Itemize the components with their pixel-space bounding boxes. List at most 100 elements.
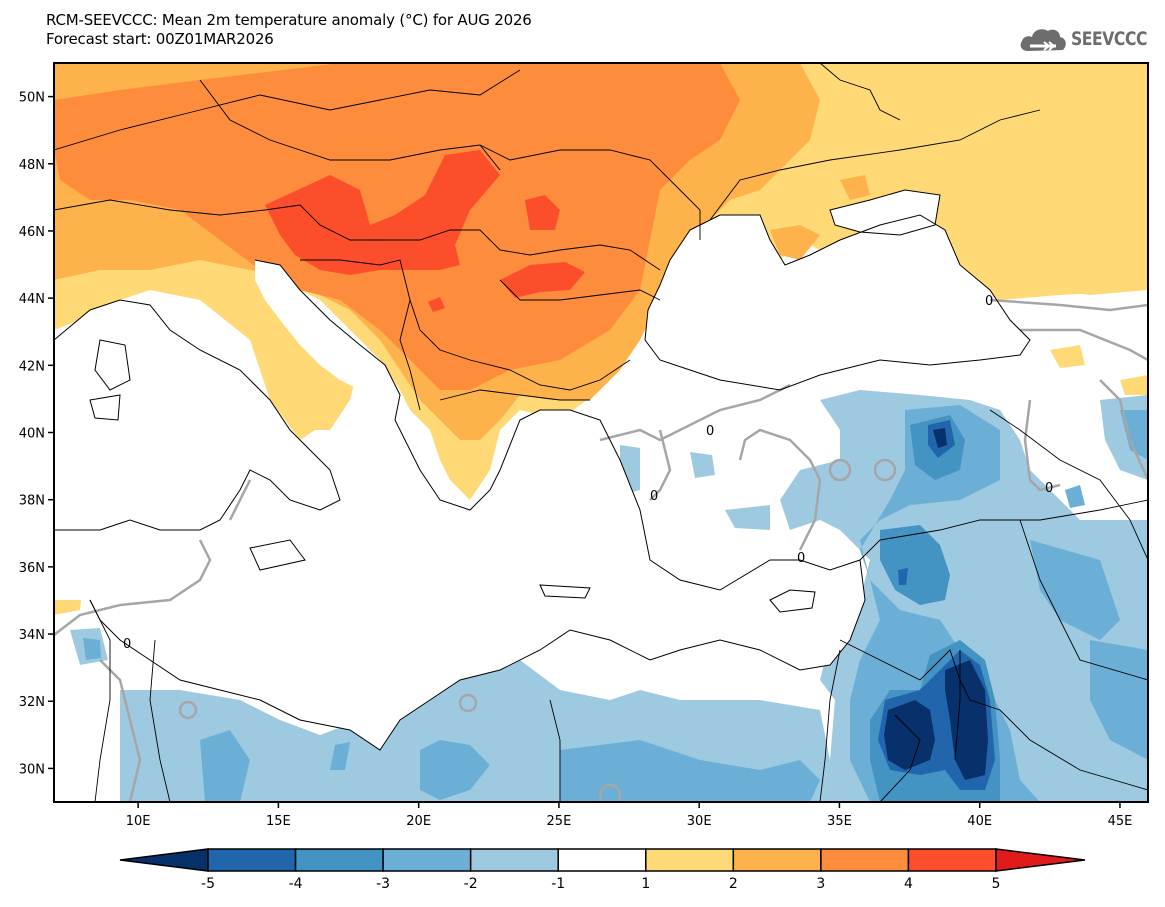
seevccc-logo: SEEVCCC	[1018, 24, 1164, 54]
chart-title: RCM-SEEVCCC: Mean 2m temperature anomaly…	[46, 11, 532, 49]
colorbar-label: -5	[201, 876, 215, 892]
border	[199, 79, 501, 171]
colorbar-label: -4	[289, 876, 303, 892]
country-borders	[54, 63, 1148, 802]
lon-tick-label: 15E	[266, 814, 291, 829]
anomaly-fill-minus2-libya	[83, 638, 820, 802]
anomaly-fill-plus2-crimea	[770, 175, 870, 260]
zero-contour-line	[738, 428, 822, 551]
border	[439, 349, 631, 391]
border	[499, 279, 661, 301]
coastline-balkans-west	[254, 259, 401, 421]
border-egypt-israel	[819, 649, 841, 802]
colorbar-label: -3	[376, 876, 390, 892]
lat-tick-label: 32N	[19, 695, 45, 710]
lon-tick-label: 30E	[687, 814, 712, 829]
contour-label: 0	[1045, 481, 1053, 496]
colorbar-label: 5	[992, 876, 1001, 892]
colorbar-bin	[645, 848, 735, 872]
lat-tick-label: 34N	[19, 628, 45, 643]
contour-label: 0	[706, 424, 714, 439]
coastline-crete	[539, 584, 591, 599]
border-syria-iraq	[1019, 519, 1148, 681]
border	[395, 229, 661, 271]
lat-tick-label: 36N	[19, 561, 45, 576]
colorbar-label: 4	[904, 876, 913, 892]
lat-tick-label: 50N	[19, 91, 45, 106]
zero-contour-line	[1099, 379, 1148, 481]
lat-tick-label: 42N	[19, 359, 45, 374]
ionian-aegean-sea	[54, 410, 865, 750]
contour-label: 0	[650, 489, 658, 504]
zero-contour-loop	[873, 458, 897, 482]
colorbar-label: -2	[464, 876, 478, 892]
colorbar-bin	[907, 848, 997, 872]
zero-contour-line	[228, 479, 252, 521]
black-sea	[645, 215, 1030, 390]
colorbar-bin	[557, 848, 647, 872]
colorbar-label: 3	[816, 876, 825, 892]
zero-contour-line	[1023, 399, 1061, 492]
colorbar-extend-high	[995, 848, 1086, 872]
border	[399, 299, 421, 411]
zero-contour-line	[989, 298, 1148, 312]
contour-label: 0	[985, 294, 993, 309]
colorbar-bin	[294, 848, 384, 872]
border-tunisia-libya	[149, 639, 171, 802]
border-turkey-syria	[859, 499, 1148, 561]
border-ukraine-russia	[709, 109, 1041, 221]
anomaly-fill-plus4-pannonian	[265, 150, 500, 275]
coastline-greece-turkey	[394, 409, 861, 591]
lon-tick-label: 20E	[406, 814, 431, 829]
lat-tick-label: 44N	[19, 292, 45, 307]
colorbar-label: 2	[729, 876, 738, 892]
border-algeria-tunisia	[89, 599, 111, 802]
border	[819, 63, 901, 121]
lon-tick-label: 45E	[1108, 814, 1133, 829]
map-content: 0 0 0 0 0 0	[54, 63, 1148, 802]
coastlines	[54, 189, 1031, 751]
colorbar-bin	[207, 848, 297, 872]
coastline-sicily	[249, 539, 306, 571]
lon-tick-label: 10E	[126, 814, 151, 829]
zero-contour-loop	[178, 700, 198, 720]
border	[54, 69, 521, 151]
colorbar-extend-low	[119, 848, 209, 872]
colorbar-bin	[820, 848, 910, 872]
border-turkey-iran	[989, 409, 1148, 561]
sea-of-azov	[830, 190, 940, 235]
border	[439, 389, 590, 401]
anomaly-fill-plus3-west	[90, 95, 200, 145]
zero-contours	[54, 298, 1148, 802]
border	[479, 144, 701, 240]
lat-tick-label: 30N	[19, 762, 45, 777]
zero-contour-line	[599, 383, 791, 442]
anomaly-fill-plus1-caucasus	[790, 185, 1148, 512]
border-libya-egypt	[549, 699, 561, 802]
zero-contour-line	[54, 539, 212, 636]
latitude-axis: 50N 48N 46N 44N 42N 40N 38N 36N 34N 32N 30N	[19, 91, 54, 777]
cloud-icon	[1020, 29, 1066, 51]
border-jordan-saudi	[839, 639, 1148, 791]
adriatic-tyrrhenian-sea	[54, 300, 340, 530]
lon-tick-label: 25E	[547, 814, 572, 829]
zero-contour-line	[1020, 328, 1148, 362]
colorbar-bin	[382, 848, 472, 872]
lat-tick-label: 46N	[19, 225, 45, 240]
colorbar-bin	[732, 848, 822, 872]
zero-contour-line	[649, 429, 672, 501]
title-line-2: Forecast start: 00Z01MAR2026	[46, 30, 274, 48]
coastline-italy	[54, 299, 341, 531]
border	[54, 199, 395, 241]
border	[954, 650, 961, 761]
lat-tick-label: 38N	[19, 494, 45, 509]
longitude-axis: 10E 15E 20E 25E 30E 35E 40E 45E	[126, 802, 1133, 829]
colorbar: -5 -4 -3 -2 -1 1 2 3 4 5	[119, 848, 1086, 892]
lat-tick-label: 40N	[19, 427, 45, 442]
lat-tick-label: 48N	[19, 158, 45, 173]
border	[879, 714, 921, 802]
lon-tick-label: 40E	[967, 814, 992, 829]
colorbar-label: -1	[551, 876, 565, 892]
coastline-north-africa	[89, 559, 866, 751]
